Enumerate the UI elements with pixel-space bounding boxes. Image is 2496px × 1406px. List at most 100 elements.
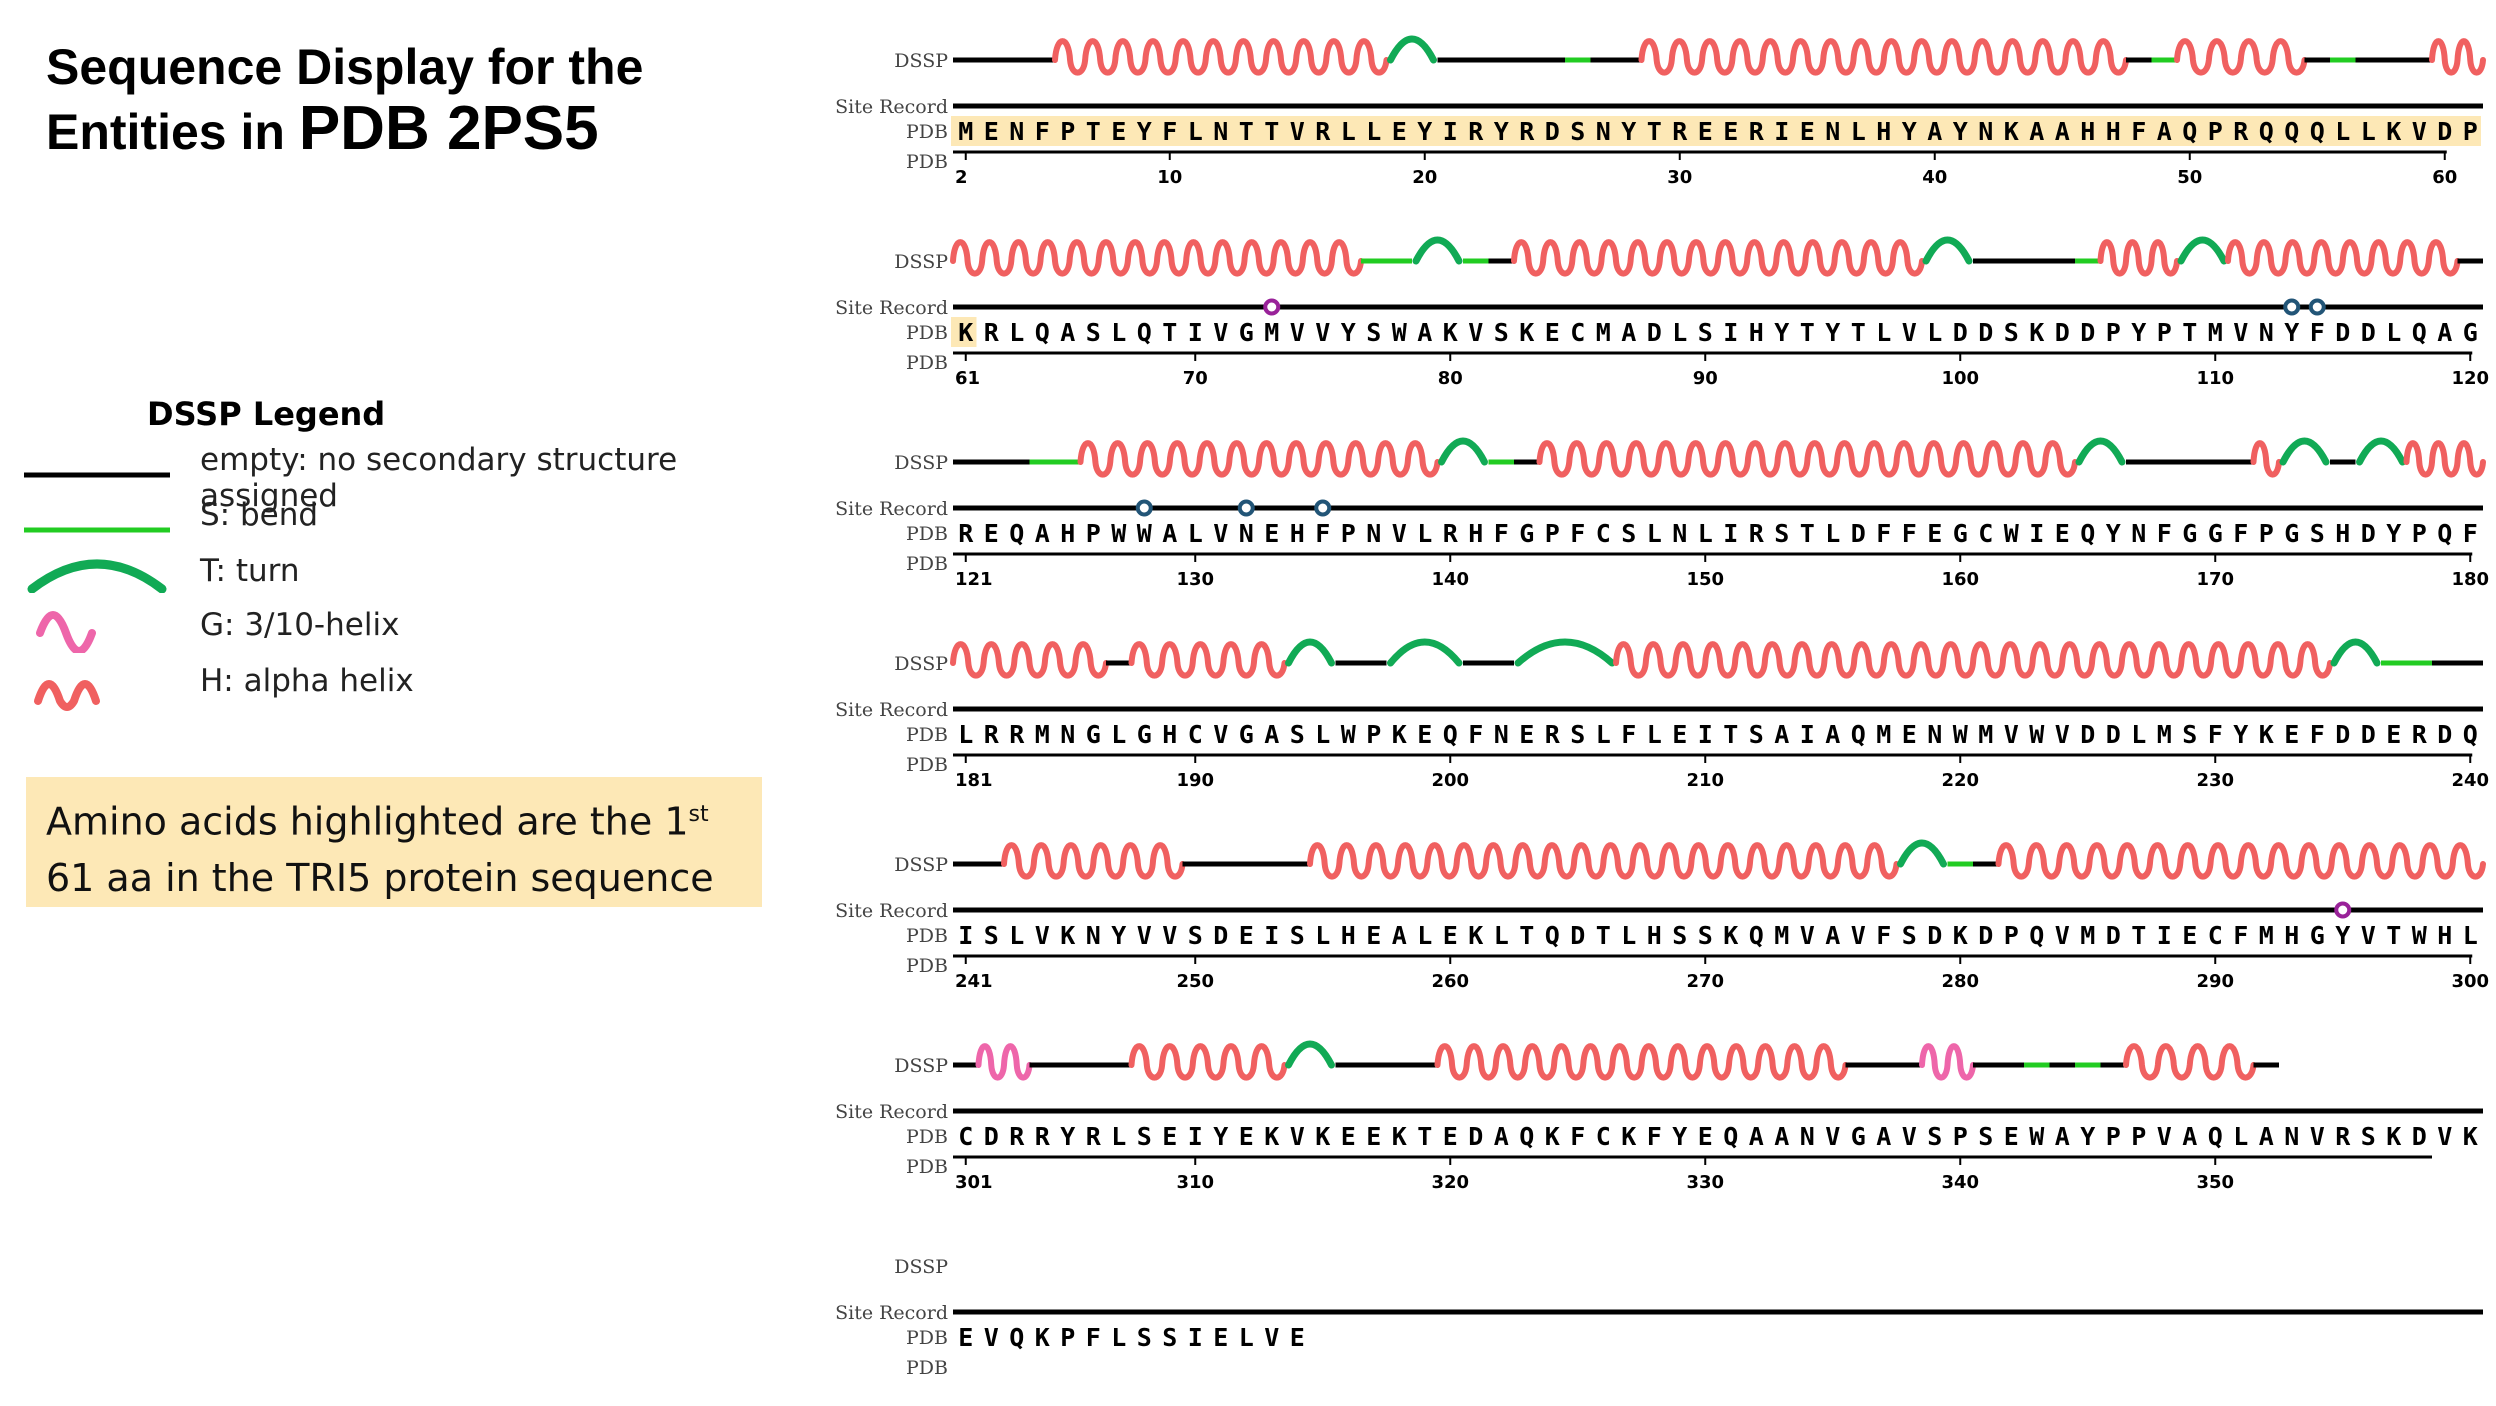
pdb-numbering-label: PDB (906, 352, 948, 374)
residue: C (1188, 720, 1203, 749)
dssp-alpha-helix-segment (1511, 239, 1925, 277)
pdb-tick-label: 241 (955, 971, 993, 992)
residue: E (2004, 1122, 2019, 1151)
residue: G (1239, 318, 1254, 347)
residue: T (1162, 318, 1177, 347)
residue: E (1290, 1323, 1305, 1352)
residue: R (1035, 1122, 1051, 1151)
pdb-tick-label: 50 (2177, 167, 2202, 188)
residue: Y (1111, 921, 1126, 950)
residue: M (2157, 720, 2172, 749)
residue: V (1851, 921, 1866, 950)
dssp-turn-segment (2075, 437, 2126, 466)
residue: V (2412, 117, 2427, 146)
pdb-tick-label: 260 (1431, 971, 1469, 992)
residue: G (1519, 519, 1534, 548)
residue: V (1800, 921, 1815, 950)
residue: H (2284, 921, 2299, 950)
residue: S (1137, 1323, 1152, 1352)
residue: D (2055, 318, 2070, 347)
dssp-alpha-helix-segment (1434, 1043, 1849, 1081)
residue: A (1825, 720, 1840, 749)
residue: E (2386, 720, 2401, 749)
residue: P (2157, 318, 2172, 347)
residue: E (984, 117, 999, 146)
residue: C (1570, 318, 1585, 347)
residue: Y (1213, 1122, 1228, 1151)
residue: T (1239, 117, 1254, 146)
residue: V (1290, 117, 1305, 146)
pdb-tick-label: 200 (1431, 770, 1469, 791)
residue: P (2412, 519, 2427, 548)
residue: K (1468, 921, 1483, 950)
residue: V (2361, 921, 2376, 950)
residue: S (1086, 318, 1101, 347)
pdb-track-label: PDB (906, 121, 948, 143)
residue: D (2106, 921, 2121, 950)
dssp-turn-segment (2330, 638, 2381, 667)
dssp-alpha-helix-segment (1307, 842, 1900, 880)
residue: H (1749, 318, 1764, 347)
residue: R (1443, 519, 1459, 548)
residue: M (2080, 921, 2095, 950)
residue: Q (2029, 921, 2044, 950)
pdb-numbering-label: PDB (906, 1357, 948, 1379)
residue: W (1111, 519, 1127, 548)
pdb-tick-label: 80 (1438, 368, 1463, 389)
pdb-track-label: PDB (906, 1126, 948, 1148)
residue: C (958, 1122, 973, 1151)
residue: Y (2131, 318, 2146, 347)
residue: A (2259, 1122, 2274, 1151)
residue: V (1137, 921, 1152, 950)
dssp-track-label: DSSP (894, 653, 948, 675)
dssp-alpha-helix-segment (1536, 440, 2078, 478)
pdb-tick-label: 110 (2196, 368, 2234, 389)
residue: A (1162, 519, 1177, 548)
residue: Q (1009, 1323, 1024, 1352)
pdb-tick-label: 310 (1176, 1172, 1214, 1193)
residue: F (2463, 519, 2478, 548)
residue: L (1876, 318, 1891, 347)
legend-3-10-helix-label: G: 3/10-helix (200, 607, 400, 643)
pdb-tick-label: 190 (1176, 770, 1214, 791)
residue: H (1876, 117, 1891, 146)
residue: W (2004, 519, 2020, 548)
site-record-label: Site Record (835, 297, 948, 319)
residue: F (1035, 117, 1050, 146)
residue: C (1596, 1122, 1611, 1151)
pdb-tick-label: 100 (1941, 368, 1979, 389)
residue: T (1264, 117, 1279, 146)
residue: K (958, 318, 973, 347)
residue: R (1519, 117, 1535, 146)
residue: I (2029, 519, 2044, 548)
residue: M (958, 117, 973, 146)
dssp-turn-segment (1438, 437, 1488, 466)
residue: M (1978, 720, 1993, 749)
residue: E (1698, 1122, 1713, 1151)
residue: V (1902, 1122, 1917, 1151)
residue: V (1213, 519, 1228, 548)
residue: L (1009, 921, 1024, 950)
residue: L (1647, 519, 1662, 548)
residue: A (1774, 1122, 1789, 1151)
residue: D (1570, 921, 1585, 950)
residue: A (1035, 519, 1050, 548)
residue: F (1902, 519, 1917, 548)
residue: E (1366, 921, 1381, 950)
residue: E (2284, 720, 2299, 749)
residue: N (1800, 1122, 1815, 1151)
residue: Q (1443, 720, 1458, 749)
legend-3-10-helix-icon (36, 611, 96, 653)
residue: L (1315, 921, 1330, 950)
dssp-track-label: DSSP (894, 50, 948, 72)
highlighted-residues (951, 317, 977, 347)
residue: S (1978, 1122, 1993, 1151)
residue: F (1570, 519, 1585, 548)
pdb-tick-label: 120 (2451, 368, 2489, 389)
residue: S (1774, 519, 1789, 548)
pdb-tick-label: 150 (1686, 569, 1724, 590)
residue: F (2157, 519, 2172, 548)
dssp-turn-segment (1514, 638, 1616, 667)
dssp-alpha-helix-segment (1052, 38, 1390, 76)
residue: P (1953, 1122, 1968, 1151)
